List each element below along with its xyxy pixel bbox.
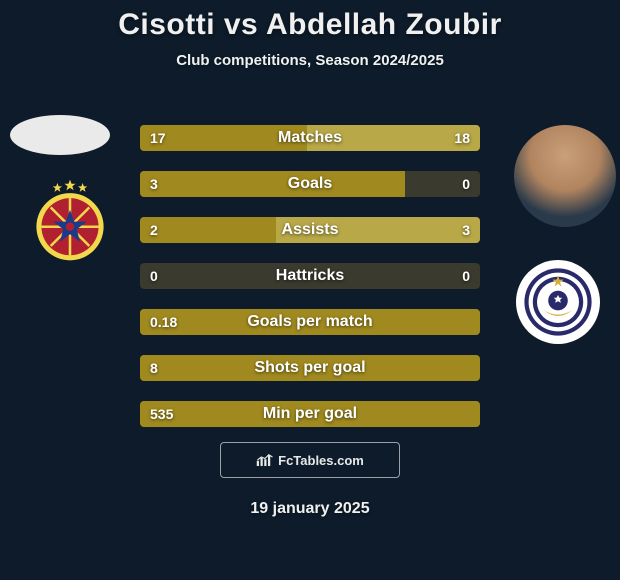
club-left-badge <box>28 178 112 262</box>
bar-row: Min per goal 535 <box>140 401 480 427</box>
bar-label: Assists <box>282 221 339 239</box>
bar-row: Matches 17 18 <box>140 125 480 151</box>
bar-label: Min per goal <box>263 405 357 423</box>
comparison-bars: Matches1718Goals30Assists23Hattricks00Go… <box>140 125 480 447</box>
bar-label: Hattricks <box>276 267 344 285</box>
bar-label: Goals <box>288 175 332 193</box>
date-text: 19 january 2025 <box>250 500 369 518</box>
subtitle: Club competitions, Season 2024/2025 <box>0 52 620 69</box>
brand-badge[interactable]: FcTables.com <box>220 442 400 478</box>
bar-value-left: 3 <box>150 176 158 192</box>
bar-label: Matches <box>278 129 342 147</box>
bar-value-left: 8 <box>150 360 158 376</box>
bar-left-fill <box>140 171 405 197</box>
bar-row: Goals per match 0.18 <box>140 309 480 335</box>
bar-value-right: 0 <box>462 268 470 284</box>
club-right-badge <box>516 260 600 344</box>
bar-value-left: 2 <box>150 222 158 238</box>
player-right-portrait <box>514 125 616 227</box>
bar-value-right: 0 <box>462 176 470 192</box>
bar-value-right: 3 <box>462 222 470 238</box>
bar-row: Goals 3 0 <box>140 171 480 197</box>
brand-text: FcTables.com <box>278 453 364 468</box>
bar-row: Hattricks 0 0 <box>140 263 480 289</box>
bar-value-left: 535 <box>150 406 173 422</box>
brand-chart-icon <box>256 453 274 467</box>
bar-value-left: 0.18 <box>150 314 177 330</box>
bar-value-right: 18 <box>454 130 470 146</box>
player-left-portrait <box>10 115 110 155</box>
bar-value-left: 0 <box>150 268 158 284</box>
bar-row: Assists 2 3 <box>140 217 480 243</box>
bar-value-left: 17 <box>150 130 166 146</box>
top-stars-icon <box>53 180 87 192</box>
page-title: Cisotti vs Abdellah Zoubir <box>0 0 620 42</box>
bar-left-fill <box>140 217 276 243</box>
bar-row: Shots per goal 8 <box>140 355 480 381</box>
bar-label: Shots per goal <box>254 359 365 377</box>
bar-label: Goals per match <box>247 313 372 331</box>
